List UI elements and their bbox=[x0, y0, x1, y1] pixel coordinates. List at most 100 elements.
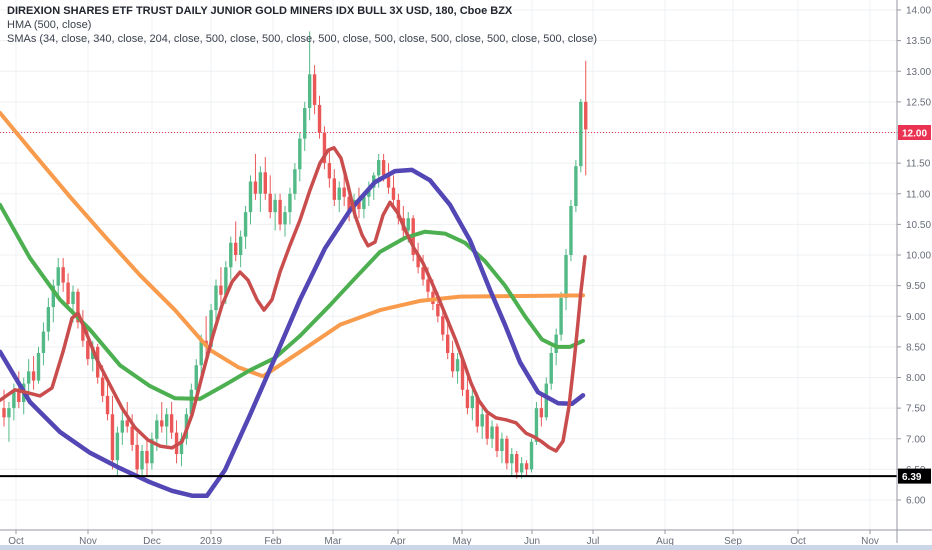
candle-body bbox=[386, 175, 391, 188]
candle bbox=[293, 163, 297, 200]
candle-body bbox=[480, 414, 484, 427]
candle bbox=[579, 98, 583, 173]
candle-body bbox=[485, 414, 489, 439]
svg-text:Sep: Sep bbox=[724, 536, 742, 547]
candle-body bbox=[317, 104, 322, 133]
candle-body bbox=[288, 193, 292, 213]
candle-body bbox=[253, 181, 258, 194]
candle bbox=[303, 101, 307, 151]
legend-smas-indicator[interactable]: SMAs (34, close, 340, close, 204, close,… bbox=[7, 33, 598, 45]
candle-body bbox=[455, 359, 460, 372]
svg-text:2019: 2019 bbox=[200, 536, 223, 547]
candle-body bbox=[31, 371, 36, 381]
candle bbox=[273, 193, 277, 231]
candle bbox=[243, 206, 248, 249]
candle-body bbox=[46, 307, 51, 332]
candle-body bbox=[219, 285, 223, 295]
candle-body bbox=[470, 395, 475, 409]
svg-text:Oct: Oct bbox=[8, 536, 24, 547]
candle-body bbox=[155, 420, 159, 439]
candle bbox=[312, 65, 317, 115]
candle bbox=[298, 132, 302, 182]
price-badge-12-00: 12.00 bbox=[898, 125, 931, 140]
candle bbox=[36, 346, 41, 384]
candle bbox=[41, 322, 46, 366]
candle-body bbox=[500, 438, 504, 451]
ma-line-green bbox=[0, 202, 585, 401]
candle bbox=[105, 383, 110, 421]
candle bbox=[135, 432, 139, 476]
symbol-title[interactable]: DIREXION SHARES ETF TRUST DAILY JUNIOR G… bbox=[7, 5, 513, 17]
candle-body bbox=[436, 304, 440, 317]
svg-text:8.50: 8.50 bbox=[906, 342, 926, 353]
candle-body bbox=[584, 101, 588, 130]
candle-body bbox=[199, 340, 203, 366]
candle-body bbox=[7, 408, 11, 418]
candle bbox=[455, 353, 460, 384]
chart-legend[interactable]: DIREXION SHARES ETF TRUST DAILY JUNIOR G… bbox=[7, 4, 597, 46]
candle bbox=[332, 169, 337, 206]
candle-body bbox=[515, 454, 519, 473]
candle bbox=[549, 346, 553, 390]
candle bbox=[485, 411, 489, 445]
candle bbox=[258, 166, 263, 213]
candle bbox=[288, 187, 292, 225]
candle bbox=[539, 395, 544, 427]
candle-body bbox=[214, 285, 218, 311]
candle bbox=[391, 175, 396, 206]
candle-body bbox=[327, 163, 332, 179]
candle-body bbox=[362, 196, 366, 210]
svg-text:11.00: 11.00 bbox=[906, 189, 931, 200]
candle bbox=[268, 175, 272, 219]
svg-text:Mar: Mar bbox=[324, 536, 342, 547]
candle-body bbox=[71, 291, 75, 304]
candle-body bbox=[268, 193, 272, 213]
candle-body bbox=[238, 236, 243, 255]
ma-line-red bbox=[0, 146, 587, 453]
candle-body bbox=[416, 255, 420, 268]
time-axis[interactable]: Oct Nov Dec 2019 Feb Mar Apr May Jun Jul Aug Sep Oct… bbox=[8, 530, 879, 547]
svg-text:Feb: Feb bbox=[264, 536, 282, 547]
candle bbox=[584, 60, 588, 176]
candle-body bbox=[529, 441, 534, 470]
candle-body bbox=[120, 420, 125, 433]
legend-hma-indicator[interactable]: HMA (500, close) bbox=[7, 19, 92, 31]
candle bbox=[515, 451, 519, 479]
candle bbox=[490, 420, 494, 448]
candle-body bbox=[396, 199, 401, 219]
candle-body bbox=[505, 438, 509, 464]
candle-body bbox=[110, 414, 115, 461]
candle bbox=[559, 291, 563, 341]
candle-body bbox=[229, 242, 233, 268]
candle bbox=[253, 153, 258, 200]
candle-body bbox=[115, 432, 120, 461]
candle-body bbox=[446, 334, 450, 353]
candle bbox=[76, 288, 80, 329]
candle bbox=[480, 408, 484, 439]
candle bbox=[337, 181, 341, 213]
candle-body bbox=[376, 160, 381, 176]
candle bbox=[66, 273, 70, 311]
candle-body bbox=[160, 420, 164, 427]
candle-body bbox=[150, 438, 154, 464]
candle bbox=[145, 438, 149, 476]
candle bbox=[26, 359, 31, 396]
price-badge-bg bbox=[898, 125, 931, 140]
candle-body bbox=[544, 383, 548, 418]
svg-text:9.00: 9.00 bbox=[906, 312, 926, 323]
candle bbox=[322, 126, 327, 170]
candle-body bbox=[519, 463, 524, 473]
candle bbox=[495, 423, 499, 458]
svg-text:Apr: Apr bbox=[390, 536, 406, 547]
candle-body bbox=[26, 371, 31, 384]
candle-body bbox=[460, 359, 465, 390]
candle bbox=[61, 258, 65, 292]
candle bbox=[150, 432, 154, 470]
candle-body bbox=[56, 267, 60, 286]
candle-body bbox=[574, 166, 578, 206]
candle-body bbox=[12, 389, 16, 409]
bottom-toolbar-strip bbox=[0, 545, 932, 550]
